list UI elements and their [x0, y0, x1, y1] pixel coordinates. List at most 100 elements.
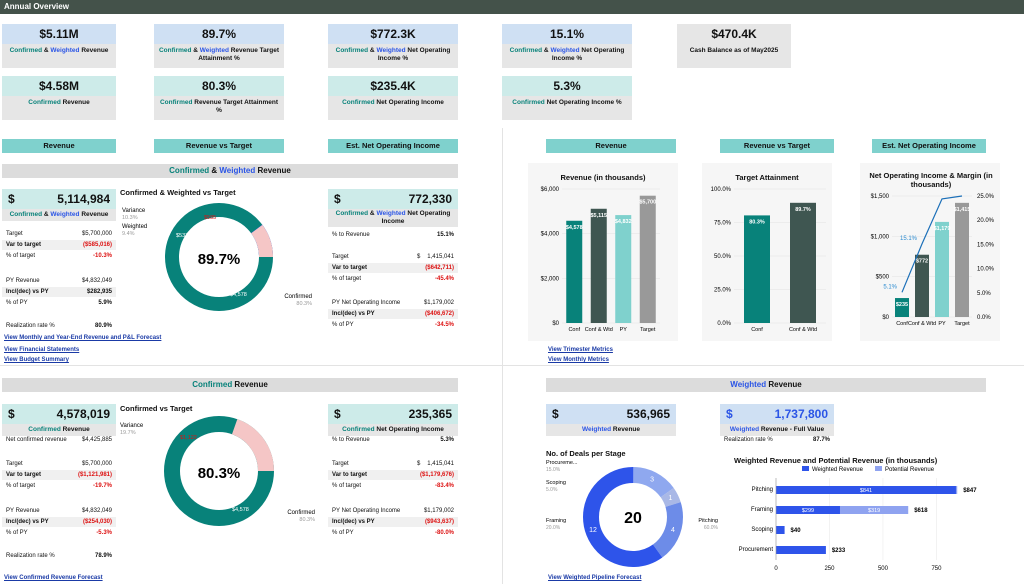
kpi-label: Confirmed & Weighted Net Operating Incom…: [328, 44, 458, 68]
kpi-value: 80.3%: [154, 76, 284, 96]
data-label: $319: [868, 508, 880, 514]
total-label: $847: [963, 488, 977, 494]
row-key: PY Revenue: [6, 508, 40, 514]
link-trimester-metrics[interactable]: View Trimester Metrics: [548, 347, 613, 353]
header-rest: Revenue: [232, 380, 268, 389]
kpi-label: Confirmed & Weighted Net Operating Incom…: [502, 44, 632, 68]
row-value: $1,179,002: [423, 508, 454, 514]
page-title: Annual Overview: [0, 0, 1024, 14]
cw-var-row: Var to target ($585,016): [2, 240, 116, 250]
row-value: 5.9%: [98, 300, 112, 306]
confirmed-pct: 80.3%: [296, 301, 312, 307]
kpi-c-revenue: $4.58M Confirmed Revenue: [2, 76, 116, 120]
c-noi-var-row: Var to target ($1,179,676): [328, 470, 458, 480]
link-financial-statements[interactable]: View Financial Statements: [4, 347, 80, 353]
divider-vertical: [502, 128, 503, 584]
c-noi-target-row: Target $1,415,041: [328, 459, 458, 469]
row-value: $4,425,885: [81, 437, 112, 443]
kpi-label-rest: Revenue Target Attainment %: [192, 99, 279, 114]
w-full-value: $1,737,800: [720, 404, 834, 424]
row-value: -83.4%: [434, 483, 454, 489]
section-header-cw-revenue: Confirmed & Weighted Revenue: [2, 164, 458, 178]
margin-line: [901, 195, 963, 293]
row-key: % of PY: [6, 300, 28, 306]
data-label: $299: [802, 508, 814, 514]
bar-weighted: [776, 526, 785, 534]
chart3-title: Net Operating Income & Margin (in thousa…: [869, 171, 993, 189]
slice-pct: 20.0%: [546, 525, 561, 531]
y-tick-label: $1,500: [871, 194, 890, 200]
row-key: Var to target: [6, 472, 42, 478]
link-monthly-metrics[interactable]: View Monthly Metrics: [548, 357, 609, 363]
weighted-text: Weighted: [50, 211, 80, 218]
row-value: $5,700,000: [81, 461, 112, 467]
link-budget-summary[interactable]: View Budget Summary: [4, 357, 69, 363]
kpi-value: $470.4K: [677, 24, 791, 44]
variance-label: Variance: [120, 423, 144, 429]
c-noi-pct-rev-row: % to Revenue 5.3%: [328, 435, 458, 445]
data-label: $1,179: [934, 226, 951, 232]
pill-est-noi-right: Est. Net Operating Income: [872, 139, 986, 153]
c-py-row: PY Revenue $4,832,049: [2, 506, 116, 516]
row-key: % of PY: [6, 530, 28, 536]
x-tick-label: PY: [620, 327, 628, 333]
cw-py-row: PY Revenue $4,832,049: [2, 276, 116, 286]
pie-slice: [583, 467, 683, 567]
row-value: ($642,711): [425, 265, 454, 271]
total-label: $618: [914, 508, 928, 514]
c-net-row: Net confirmed revenue $4,425,885: [2, 435, 116, 445]
link-weighted-pipeline[interactable]: View Weighted Pipeline Forecast: [548, 575, 642, 581]
x-tick-label: Conf & Wtd: [789, 327, 817, 333]
header-rest: Revenue: [766, 380, 802, 389]
row-key: Var to target: [6, 242, 42, 248]
amp-text: &: [368, 210, 377, 217]
cw-noi-value: $772,330: [328, 189, 458, 209]
row-key: Target: [6, 231, 23, 237]
value: 235,365: [408, 407, 452, 421]
slice-value: 3: [650, 477, 654, 484]
bar: [615, 215, 632, 323]
y-tick-label: 75.0%: [714, 221, 732, 227]
bar: [915, 254, 929, 317]
kpi-label-rest: Revenue Target Attainment %: [198, 47, 280, 62]
row-currency: $: [417, 254, 421, 260]
kpi-value: 15.1%: [502, 24, 632, 44]
c-pct-target-row: % of target -19.7%: [2, 481, 116, 491]
row-value: $1,179,002: [423, 300, 454, 306]
variance-arc: [164, 416, 274, 526]
row-value: $5,700,000: [81, 231, 112, 237]
row-value: ($1,121,981): [77, 472, 112, 478]
x-tick-label: 250: [824, 566, 835, 572]
legend-label: Potential Revenue: [885, 467, 935, 473]
label-rest: Net Operating Income: [381, 210, 451, 225]
amp-text: &: [368, 47, 377, 54]
y-tick-label: 100.0%: [711, 187, 732, 193]
kpi-c-noi-pct: 5.3% Confirmed Net Operating Income %: [502, 76, 632, 120]
cw-noi-pct-py-row: % of PY -34.5%: [328, 320, 458, 330]
weighted-text: Weighted: [219, 166, 256, 175]
pill-revenue-right: Revenue: [546, 139, 676, 153]
margin-label: 15.1%: [900, 236, 918, 242]
x-tick-label: Target: [640, 327, 656, 333]
margin-label: 5.1%: [883, 284, 897, 290]
row-value: 78.9%: [94, 553, 112, 559]
kpi-label: Confirmed Revenue: [2, 96, 116, 120]
x-tick-label: 0: [774, 566, 778, 572]
x-tick-label: Conf: [751, 327, 763, 333]
chart3-noi-bars: $0 $500 $1,000 $1,500 Conf $235 Conf & Wtd $772…: [871, 194, 995, 327]
x-tick-label: Conf: [896, 321, 908, 327]
link-monthly-forecast[interactable]: View Monthly and Year-End Revenue and P&…: [4, 335, 162, 341]
confirmed-text: Confirmed: [512, 99, 545, 106]
row-value: ($585,016): [82, 242, 112, 248]
hbar-title: Weighted Revenue and Potential Revenue (…: [734, 456, 938, 465]
slice-value: 1: [668, 495, 672, 502]
y-tick-label: Procurement: [739, 547, 774, 553]
link-confirmed-forecast[interactable]: View Confirmed Revenue Forecast: [4, 575, 103, 581]
weighted-label: Weighted: [122, 224, 147, 230]
y2-tick-label: 0.0%: [977, 315, 991, 321]
y-tick-label: Pitching: [752, 487, 773, 493]
row-key: Var to target: [332, 472, 368, 478]
row-key: Realization rate %: [6, 323, 55, 329]
confirmed-text: Confirmed: [335, 210, 369, 217]
kpi-c-target-attainment: 80.3% Confirmed Revenue Target Attainmen…: [154, 76, 284, 120]
